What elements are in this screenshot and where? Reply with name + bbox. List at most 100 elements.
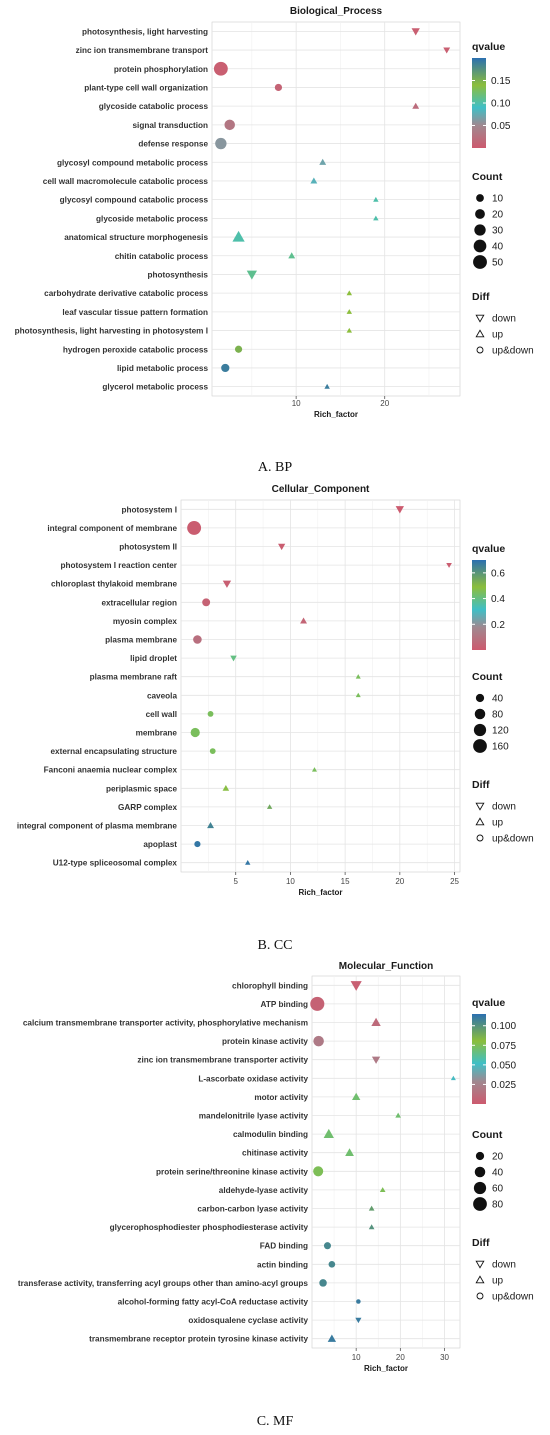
legend-count-marker bbox=[473, 1197, 487, 1211]
panel-title: Cellular_Component bbox=[272, 484, 370, 495]
x-tick-label: 15 bbox=[341, 877, 350, 886]
legend-diff-label: down bbox=[492, 314, 516, 325]
x-axis-label: Rich_factor bbox=[364, 1364, 408, 1373]
legend-count-marker bbox=[475, 209, 485, 219]
legend-count-label: 160 bbox=[492, 742, 509, 753]
legend-count-marker bbox=[473, 239, 487, 253]
y-tick-label: integral component of plasma membrane bbox=[17, 822, 178, 831]
y-tick-label: photosynthesis bbox=[147, 270, 208, 279]
y-tick-label: motor activity bbox=[254, 1093, 308, 1102]
y-tick-label: carbohydrate derivative catabolic proces… bbox=[44, 289, 208, 298]
y-tick-label: glycerophosphodiester phosphodiesterase … bbox=[110, 1223, 309, 1232]
legend-count-label: 80 bbox=[492, 1200, 504, 1211]
x-tick-label: 5 bbox=[233, 877, 238, 886]
y-tick-label: hydrogen peroxide catabolic process bbox=[63, 345, 209, 354]
data-point bbox=[323, 1242, 331, 1250]
panel-caption: B. CC bbox=[257, 938, 292, 953]
legend-count-marker bbox=[473, 739, 487, 753]
colorbar-tick-label: 0.025 bbox=[491, 1080, 516, 1091]
y-tick-label: oxidosqualene cyclase activity bbox=[188, 1316, 308, 1325]
legend-diff-label: down bbox=[492, 802, 516, 813]
legend-diff-marker bbox=[476, 834, 484, 842]
y-tick-label: aldehyde-lyase activity bbox=[219, 1186, 309, 1195]
plot-area bbox=[311, 975, 461, 1349]
y-tick-label: transmembrane receptor protein tyrosine … bbox=[89, 1335, 308, 1344]
colorbar-tick-label: 0.6 bbox=[491, 568, 505, 579]
y-tick-label: carbon-carbon lyase activity bbox=[197, 1205, 308, 1214]
y-tick-label: defense response bbox=[138, 140, 208, 149]
y-tick-label: plasma membrane raft bbox=[90, 673, 178, 682]
data-point bbox=[310, 177, 318, 184]
data-point bbox=[230, 655, 237, 662]
data-point bbox=[313, 1166, 324, 1177]
y-tick-label: protein serine/threonine kinase activity bbox=[156, 1167, 308, 1176]
y-tick-label: anatomical structure morphogenesis bbox=[64, 233, 208, 242]
data-point bbox=[346, 327, 353, 333]
legend-count-label: 120 bbox=[492, 726, 509, 737]
data-point bbox=[373, 196, 379, 202]
data-point bbox=[288, 252, 296, 259]
legend-diff-marker bbox=[475, 1275, 485, 1284]
plot-area bbox=[180, 499, 461, 873]
legend-count-label: 20 bbox=[492, 210, 504, 221]
data-point bbox=[395, 1112, 401, 1118]
y-tick-label: periplasmic space bbox=[106, 784, 177, 793]
data-point bbox=[213, 61, 228, 76]
x-tick-label: 25 bbox=[450, 877, 459, 886]
data-point bbox=[207, 711, 214, 717]
y-tick-label: glycosyl compound metabolic process bbox=[57, 158, 208, 167]
legend-count-marker bbox=[474, 1166, 486, 1178]
legend-diff-marker bbox=[475, 817, 485, 826]
y-tick-label: calmodulin binding bbox=[233, 1130, 308, 1139]
y-tick-label: zinc ion transmembrane transport bbox=[76, 46, 209, 55]
data-point bbox=[327, 1334, 337, 1342]
legend-count-title: Count bbox=[472, 671, 503, 683]
y-tick-label: signal transduction bbox=[132, 121, 208, 130]
x-tick-label: 10 bbox=[286, 877, 295, 886]
y-tick-label: extracellular region bbox=[101, 598, 177, 607]
y-tick-label: glycosyl compound catabolic process bbox=[60, 196, 209, 205]
plot-area bbox=[211, 21, 461, 397]
data-point bbox=[368, 1205, 375, 1211]
data-point bbox=[450, 1075, 456, 1081]
legend-count-label: 40 bbox=[492, 1168, 504, 1179]
panel-a: Biological_Process photosynthesis, light … bbox=[15, 6, 534, 475]
data-point bbox=[395, 506, 404, 514]
data-point bbox=[274, 83, 283, 92]
y-tick-label: calcium transmembrane transporter activi… bbox=[23, 1019, 308, 1028]
legend-diff-title: Diff bbox=[472, 779, 490, 791]
colorbar-tick-label: 0.4 bbox=[491, 594, 505, 605]
y-tick-label: leaf vascular tissue pattern formation bbox=[62, 308, 208, 317]
y-tick-label: chlorophyll binding bbox=[232, 981, 308, 990]
y-tick-label: apoplast bbox=[143, 840, 177, 849]
panel-b: Cellular_Component photosystem I integral … bbox=[17, 484, 534, 953]
legend-diff-marker bbox=[476, 1292, 484, 1300]
y-tick-label: photosystem I bbox=[121, 505, 177, 514]
legend-diff-title: Diff bbox=[472, 1237, 490, 1249]
legend-diff-label: up bbox=[492, 818, 504, 829]
qvalue-colorbar bbox=[472, 560, 486, 650]
y-tick-label: alcohol-forming fatty acyl-CoA reductase… bbox=[118, 1298, 309, 1307]
data-point bbox=[278, 543, 286, 551]
y-tick-label: chitin catabolic process bbox=[115, 252, 209, 261]
data-point bbox=[311, 767, 317, 772]
data-point bbox=[373, 215, 379, 221]
legend-count-label: 60 bbox=[492, 1184, 504, 1195]
colorbar-tick-label: 0.075 bbox=[491, 1041, 516, 1052]
legend-diff-title: Diff bbox=[472, 291, 490, 303]
data-point bbox=[187, 520, 202, 535]
x-axis-label: Rich_factor bbox=[298, 888, 342, 897]
data-point bbox=[207, 822, 215, 829]
legend-diff-label: up bbox=[492, 330, 504, 341]
y-tick-label: U12-type spliceosomal complex bbox=[53, 859, 178, 868]
data-point bbox=[222, 580, 232, 588]
y-tick-label: GARP complex bbox=[118, 803, 177, 812]
panel-title: Molecular_Function bbox=[339, 961, 433, 972]
legend-diff-marker bbox=[475, 329, 485, 338]
legend-count-label: 10 bbox=[492, 194, 504, 205]
legend-diff-marker bbox=[475, 1260, 485, 1269]
y-tick-label: L-ascorbate oxidase activity bbox=[198, 1074, 308, 1083]
x-tick-label: 10 bbox=[292, 399, 301, 408]
data-point bbox=[346, 309, 353, 314]
legend-count-title: Count bbox=[472, 171, 503, 183]
